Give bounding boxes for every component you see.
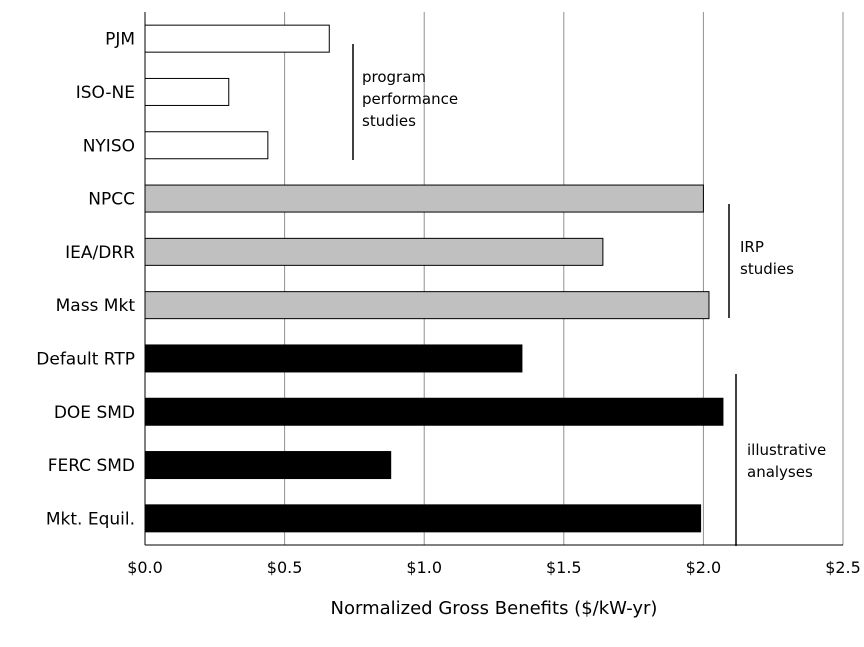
- axes: [144, 12, 843, 546]
- bar: [144, 24, 330, 53]
- group-label: performance: [362, 90, 458, 108]
- x-tick-label: $1.5: [546, 558, 582, 577]
- x-tick-label: $1.0: [406, 558, 442, 577]
- group-label: illustrative: [747, 441, 826, 459]
- category-label: Mkt. Equil.: [46, 509, 135, 529]
- x-tick-labels: $0.0 $0.5 $1.0 $1.5 $2.0 $2.5: [127, 558, 861, 577]
- bar: [144, 291, 710, 320]
- bar: [144, 77, 230, 106]
- category-label: FERC SMD: [48, 456, 135, 476]
- category-label: PJM: [105, 30, 135, 50]
- x-tick-label: $2.5: [825, 558, 861, 577]
- bar: [144, 237, 604, 266]
- category-label: Mass Mkt: [56, 296, 136, 316]
- group-label: program: [362, 68, 426, 86]
- x-tick-label: $0.0: [127, 558, 163, 577]
- group-label: IRP: [740, 238, 764, 256]
- bars: [144, 24, 724, 533]
- category-label: ISO-NE: [76, 83, 135, 103]
- category-label: NPCC: [88, 190, 135, 210]
- x-tick-label: $2.0: [686, 558, 722, 577]
- bar: [144, 397, 724, 426]
- bar: [144, 451, 392, 480]
- category-label: DOE SMD: [54, 403, 135, 423]
- group-label: analyses: [747, 463, 813, 481]
- group-annotations: program performance studies IRP studies illus…: [352, 44, 826, 546]
- category-label: NYISO: [83, 136, 135, 156]
- bar: [144, 131, 269, 160]
- bar: [144, 344, 523, 373]
- category-label: IEA/DRR: [65, 243, 135, 263]
- category-labels: PJM ISO-NE NYISO NPCC IEA/DRR Mass Mkt Default…: [36, 30, 135, 530]
- x-tick-label: $0.5: [267, 558, 303, 577]
- bar: [144, 184, 704, 213]
- group-label: studies: [362, 112, 416, 130]
- x-axis-title: Normalized Gross Benefits ($/kW-yr): [331, 598, 658, 619]
- bar: [144, 504, 702, 533]
- category-label: Default RTP: [36, 349, 135, 369]
- group-label: studies: [740, 260, 794, 278]
